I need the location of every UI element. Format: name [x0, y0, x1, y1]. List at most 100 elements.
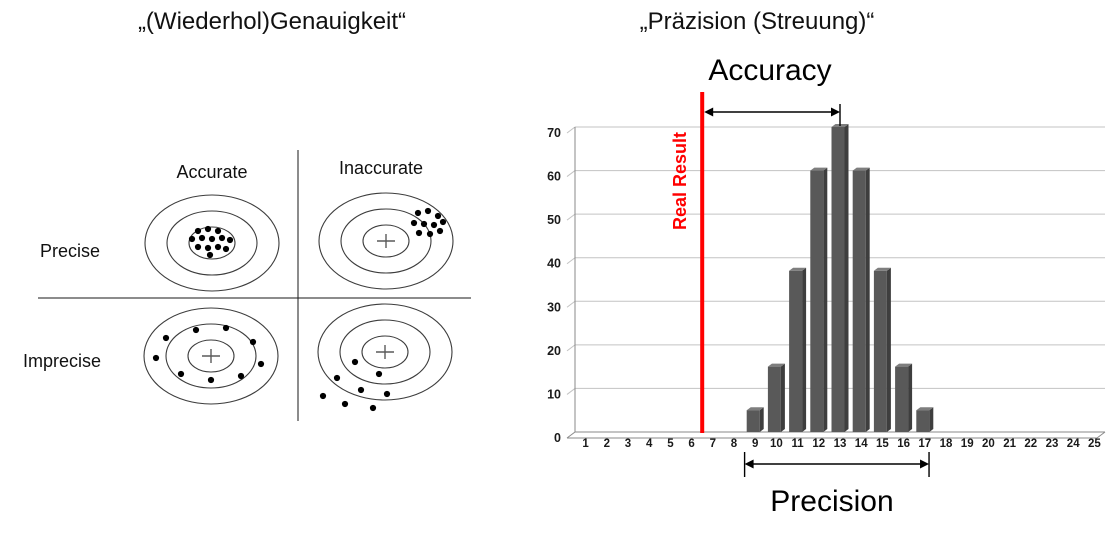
measurement-dot — [204, 225, 212, 233]
measurement-dot — [414, 209, 422, 217]
column-label-accurate: Accurate — [176, 162, 248, 182]
bar-x12 — [810, 167, 828, 433]
target-ring — [187, 339, 235, 373]
x-tick-label: 9 — [752, 438, 758, 450]
x-tick-label: 12 — [812, 438, 825, 450]
y-axis-labels: 0 10 20 30 40 50 60 70 — [547, 126, 561, 445]
target-imprecise-inaccurate — [317, 303, 453, 412]
center-cross-icon — [202, 349, 220, 363]
target-ring — [339, 319, 431, 385]
target-ring — [166, 210, 258, 276]
measurement-dot — [319, 392, 327, 400]
x-tick-label: 18 — [940, 438, 953, 450]
row-label-precise: Precise — [39, 241, 101, 261]
measurement-dot — [410, 219, 418, 227]
left-figure-title: „(Wiederhol)Genauigkeit“ — [137, 8, 407, 35]
measurement-dot — [375, 370, 383, 378]
measurement-dot — [415, 229, 423, 237]
x-tick-label: 11 — [792, 438, 805, 450]
x-tick-label: 7 — [710, 438, 716, 450]
target-precise-accurate — [144, 194, 280, 292]
right-figure-title: „Präzision (Streuung)“ — [639, 8, 875, 35]
measurement-dot — [207, 376, 215, 384]
x-tick-label: 24 — [1067, 438, 1080, 450]
target-ring — [188, 226, 236, 260]
bar-x17 — [916, 407, 934, 432]
measurement-dot — [192, 326, 200, 334]
measurement-dot — [204, 244, 212, 252]
target-ring — [317, 303, 453, 401]
measurement-dot — [222, 324, 230, 332]
measurement-dot — [188, 235, 196, 243]
accuracy-label: Accuracy — [708, 54, 832, 87]
x-tick-label: 22 — [1024, 438, 1037, 450]
measurement-dot — [424, 207, 432, 215]
y-tick-label: 70 — [547, 126, 561, 140]
measurement-dot — [430, 221, 438, 229]
measurement-dot — [351, 358, 359, 366]
y-tick-label: 40 — [547, 257, 561, 271]
bar-x11 — [789, 267, 807, 432]
measurement-dot — [194, 243, 202, 251]
measurement-dot — [214, 227, 222, 235]
measurement-dot — [357, 386, 365, 394]
x-tick-label: 14 — [855, 438, 868, 450]
x-tick-label: 4 — [646, 438, 653, 450]
y-tick-label: 20 — [547, 344, 561, 358]
y-tick-label: 10 — [547, 387, 561, 401]
measurement-dot — [426, 230, 434, 238]
measurement-dot — [214, 243, 222, 251]
target-ring — [362, 224, 410, 258]
measurement-dot — [341, 400, 349, 408]
y-tick-label: 0 — [554, 431, 561, 445]
y-tick-label: 50 — [547, 213, 561, 227]
measurement-dot — [198, 234, 206, 242]
x-tick-label: 25 — [1088, 438, 1101, 450]
target-ring — [143, 307, 279, 405]
measurement-dot — [162, 334, 170, 342]
measurement-dot — [237, 372, 245, 380]
x-tick-label: 1 — [582, 438, 589, 450]
floor-right-edge — [1096, 431, 1106, 439]
x-tick-label: 10 — [770, 438, 783, 450]
accuracy-arrow — [704, 104, 841, 126]
center-cross-icon — [377, 234, 395, 248]
measurement-dot — [436, 227, 444, 235]
target-ring — [318, 192, 454, 290]
x-tick-label: 2 — [604, 438, 610, 450]
measurement-dot — [152, 354, 160, 362]
x-tick-label: 19 — [961, 438, 974, 450]
x-tick-label: 15 — [876, 438, 889, 450]
column-label-inaccurate: Inaccurate — [338, 158, 424, 178]
bar-x15 — [873, 267, 891, 432]
measurement-dot — [257, 360, 265, 368]
bars — [746, 124, 934, 433]
target-imprecise-accurate — [143, 307, 279, 405]
measurement-dot — [434, 212, 442, 220]
y-tick-label: 30 — [547, 300, 561, 314]
measurement-dot — [333, 374, 341, 382]
center-cross-icon — [376, 345, 394, 359]
bar-x14 — [852, 167, 870, 433]
measurement-dot — [420, 220, 428, 228]
measurement-dot — [194, 227, 202, 235]
measurement-dot — [222, 245, 230, 253]
x-tick-label: 6 — [688, 438, 694, 450]
x-tick-label: 5 — [667, 438, 674, 450]
bar-x10 — [767, 363, 785, 432]
measurement-dot — [249, 338, 257, 346]
target-ring — [165, 323, 257, 389]
measurement-dot — [208, 235, 216, 243]
x-tick-label: 8 — [731, 438, 738, 450]
measurement-dot — [226, 236, 234, 244]
target-ring — [144, 194, 280, 292]
quadrant-diagram — [38, 150, 471, 421]
precision-label: Precision — [770, 485, 894, 518]
y-tick-label: 60 — [547, 170, 561, 184]
x-axis-labels: 1 2 3 4 5 6 7 8 9 10 11 12 13 14 15 16 17 18 19 20 21 22 23 24 2… — [582, 438, 1101, 450]
x-tick-label: 13 — [834, 438, 847, 450]
x-tick-label: 17 — [918, 438, 931, 450]
